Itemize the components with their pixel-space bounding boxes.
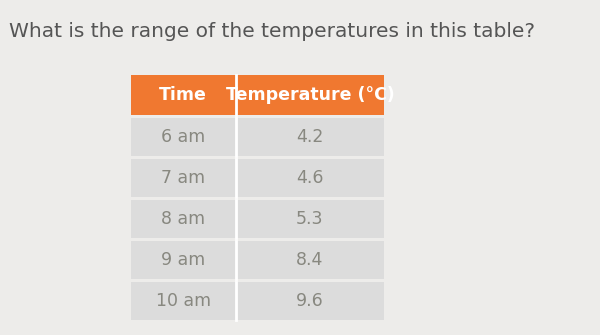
- Text: 4.6: 4.6: [296, 169, 323, 187]
- Bar: [131, 118, 236, 156]
- Text: Time: Time: [160, 86, 207, 104]
- Text: 6 am: 6 am: [161, 128, 205, 146]
- Bar: [236, 118, 384, 156]
- Bar: [236, 200, 384, 238]
- Bar: [131, 75, 236, 115]
- Bar: [236, 241, 384, 279]
- Text: 5.3: 5.3: [296, 210, 323, 228]
- Bar: [131, 159, 236, 197]
- Bar: [236, 159, 384, 197]
- Bar: [131, 282, 236, 320]
- Text: 9 am: 9 am: [161, 251, 205, 269]
- Text: 8 am: 8 am: [161, 210, 205, 228]
- Text: 8.4: 8.4: [296, 251, 323, 269]
- Text: 10 am: 10 am: [156, 292, 211, 310]
- Bar: [131, 241, 236, 279]
- Text: 4.2: 4.2: [296, 128, 323, 146]
- Text: 9.6: 9.6: [296, 292, 324, 310]
- Bar: [236, 75, 384, 115]
- Bar: [131, 200, 236, 238]
- Text: Temperature (°C): Temperature (°C): [226, 86, 394, 104]
- Text: 7 am: 7 am: [161, 169, 205, 187]
- Text: What is the range of the temperatures in this table?: What is the range of the temperatures in…: [9, 22, 535, 41]
- Bar: [236, 282, 384, 320]
